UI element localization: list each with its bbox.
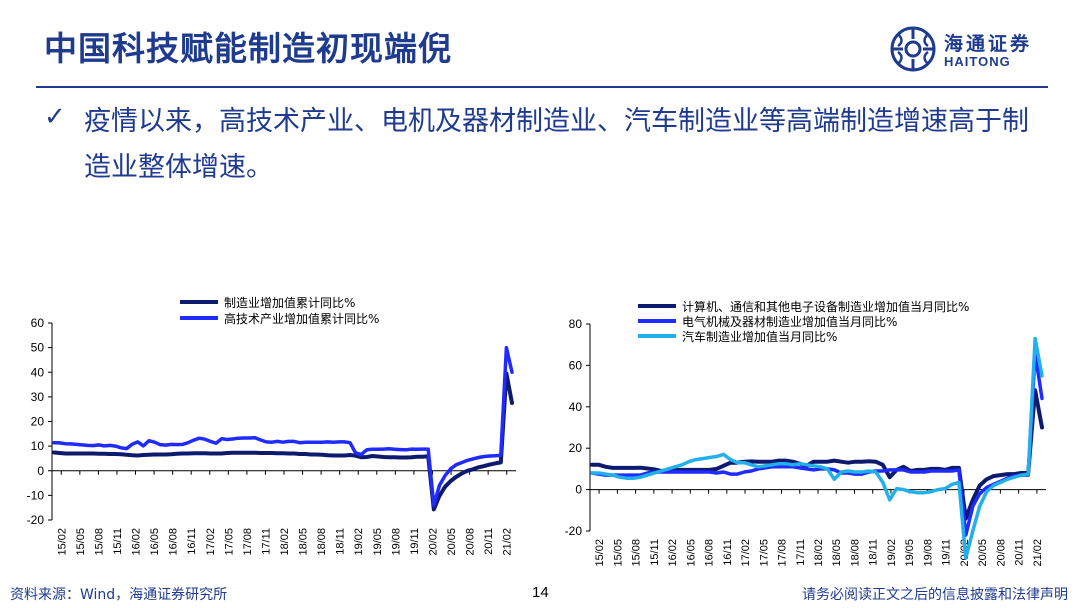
x-tick-label: 17/05 xyxy=(223,528,235,556)
monthly-growth-chart: -20 0 20 40 60 80 15/02 15/05 15/08 15/11 16/02 16/… xyxy=(565,299,1046,567)
x-tick-label: 15/02 xyxy=(56,528,68,556)
x-tick-label: 21/02 xyxy=(502,528,514,556)
x-tick-label: 20/02 xyxy=(427,528,439,556)
y-tick-label: 80 xyxy=(569,317,583,331)
x-tick-label: 19/02 xyxy=(886,539,898,567)
x-tick-label: 16/02 xyxy=(667,539,679,567)
y-tick-label: -10 xyxy=(27,488,45,502)
haitong-logo: 海通证券 HAITONG xyxy=(888,26,1048,74)
logo-chinese-text: 海通证券 xyxy=(944,33,1033,55)
x-tick-label: 19/08 xyxy=(390,528,402,556)
y-tick-label: 40 xyxy=(569,400,583,414)
x-tick-label: 15/02 xyxy=(594,539,606,567)
x-tick-label: 15/05 xyxy=(75,528,87,556)
y-tick-label: 40 xyxy=(31,365,45,379)
x-tick-label: 19/11 xyxy=(941,539,953,566)
y-tick-label: 50 xyxy=(31,341,45,355)
x-tick-label: 17/11 xyxy=(260,528,272,555)
x-tick-label: 17/11 xyxy=(795,539,807,566)
checkmark-icon: ✓ xyxy=(44,102,66,132)
disclaimer-note: 请务必阅读正文之后的信息披露和法律声明 xyxy=(802,587,1068,603)
x-tick-label: 18/11 xyxy=(335,528,347,555)
haitong-emblem-icon xyxy=(890,26,936,72)
y-tick-label: 10 xyxy=(31,439,45,453)
x-tick-label: 18/02 xyxy=(279,528,291,556)
source-note: 资料来源：Wind，海通证券研究所 xyxy=(10,587,228,603)
y-tick-label: -20 xyxy=(565,524,583,538)
x-tick-label: 20/05 xyxy=(446,528,458,556)
title-divider xyxy=(36,86,1048,88)
x-tick-label: 15/05 xyxy=(612,539,624,567)
x-tick-label: 17/05 xyxy=(758,539,770,567)
x-tick-label: 18/02 xyxy=(813,539,825,567)
x-tick-label: 19/08 xyxy=(922,539,934,567)
x-tick-label: 16/05 xyxy=(685,539,697,567)
x-tick-label: 15/11 xyxy=(112,528,124,555)
x-tick-label: 16/02 xyxy=(131,528,143,556)
x-tick-label: 19/05 xyxy=(372,528,384,556)
y-tick-label: 60 xyxy=(31,316,45,330)
legend-label-2: 汽车制造业增加值当月同比% xyxy=(682,329,837,344)
x-tick-label: 16/08 xyxy=(168,528,180,556)
series-line-1 xyxy=(52,345,514,507)
legend-label-1: 高技术产业增加值累计同比% xyxy=(224,311,379,326)
logo-english-text: HAITONG xyxy=(944,54,1011,69)
legend-label-0: 制造业增加值累计同比% xyxy=(224,295,355,310)
x-tick-label: 19/05 xyxy=(904,539,916,567)
x-tick-label: 18/05 xyxy=(298,528,310,556)
y-tick-label: 60 xyxy=(569,358,583,372)
x-tick-label: 16/05 xyxy=(149,528,161,556)
y-tick-label: 30 xyxy=(31,390,45,404)
page-number: 14 xyxy=(532,584,549,601)
x-tick-label: 17/08 xyxy=(242,528,254,556)
x-tick-label: 19/02 xyxy=(353,528,365,556)
x-tick-label: 18/08 xyxy=(849,539,861,567)
x-tick-label: 19/11 xyxy=(409,528,421,555)
legend-label-0: 计算机、通信和其他电子设备制造业增加值当月同比% xyxy=(682,299,969,314)
x-tick-label: 20/05 xyxy=(977,539,989,567)
bullet-text: 疫情以来，高技术产业、电机及器材制造业、汽车制造业等高端制造增速高于制造业整体增… xyxy=(84,106,1029,183)
x-tick-label: 20/11 xyxy=(1014,539,1026,566)
x-tick-label: 21/02 xyxy=(1032,539,1044,567)
x-tick-label: 15/08 xyxy=(631,539,643,567)
x-tick-label: 15/11 xyxy=(649,539,661,566)
series-line-1 xyxy=(590,351,1044,537)
slide-title: 中国科技赋能制造初现端倪 xyxy=(44,29,452,68)
x-tick-label: 18/11 xyxy=(868,539,880,566)
legend-label-1: 电气机械及器材制造业增加值当月同比% xyxy=(682,314,897,329)
series-line-2 xyxy=(590,336,1044,560)
x-tick-label: 16/11 xyxy=(186,528,198,555)
x-tick-label: 16/08 xyxy=(704,539,716,567)
x-tick-label: 17/08 xyxy=(777,539,789,567)
y-tick-label: 20 xyxy=(569,441,583,455)
x-tick-label: 20/08 xyxy=(995,539,1007,567)
x-tick-label: 20/11 xyxy=(483,528,495,555)
y-tick-label: 0 xyxy=(37,464,44,478)
x-tick-label: 17/02 xyxy=(205,528,217,556)
x-tick-label: 18/05 xyxy=(831,539,843,567)
y-tick-label: -20 xyxy=(27,513,45,527)
x-tick-label: 15/08 xyxy=(93,528,105,556)
manufacturing-cumulative-chart: -20 -10 0 10 20 30 40 50 60 15/02 15/05 15/08 15/11 1… xyxy=(27,295,516,556)
x-tick-label: 20/08 xyxy=(465,528,477,556)
x-tick-label: 16/11 xyxy=(722,539,734,566)
x-tick-label: 17/02 xyxy=(740,539,752,567)
x-tick-label: 18/08 xyxy=(316,528,328,556)
y-tick-label: 0 xyxy=(575,483,582,497)
series-line-0 xyxy=(590,388,1044,521)
y-tick-label: 20 xyxy=(31,415,45,429)
